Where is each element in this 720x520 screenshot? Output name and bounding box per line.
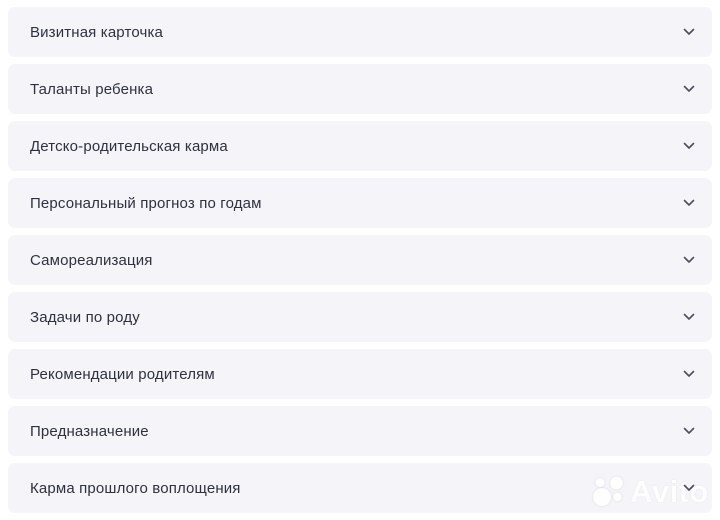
chevron-down-icon [682, 25, 696, 39]
accordion-item-label: Рекомендации родителям [30, 365, 215, 383]
accordion-item-label: Самореализация [30, 251, 153, 269]
accordion-item-child-parent-karma[interactable]: Детско-родительская карма [8, 121, 712, 171]
chevron-down-icon [682, 367, 696, 381]
chevron-down-icon [682, 139, 696, 153]
accordion-item-personal-yearly-forecast[interactable]: Персональный прогноз по годам [8, 178, 712, 228]
accordion-item-past-incarnation-karma[interactable]: Карма прошлого воплощения Avito [8, 463, 712, 513]
accordion-item-label: Предназначение [30, 422, 149, 440]
accordion-item-life-purpose[interactable]: Предназначение [8, 406, 712, 456]
accordion-item-label: Карма прошлого воплощения [30, 479, 241, 497]
chevron-down-icon [682, 424, 696, 438]
accordion-item-self-realization[interactable]: Самореализация [8, 235, 712, 285]
accordion-item-label: Таланты ребенка [30, 80, 154, 98]
chevron-down-icon [682, 481, 696, 495]
accordion-item-label: Визитная карточка [30, 23, 163, 41]
accordion-item-parent-recommendations[interactable]: Рекомендации родителям [8, 349, 712, 399]
chevron-down-icon [682, 253, 696, 267]
accordion-item-label: Задачи по роду [30, 308, 140, 326]
chevron-down-icon [682, 196, 696, 210]
avito-logo-icon [593, 476, 624, 506]
accordion-item-business-card[interactable]: Визитная карточка [8, 7, 712, 57]
accordion-item-family-line-tasks[interactable]: Задачи по роду [8, 292, 712, 342]
avito-watermark-text: Avito [630, 473, 709, 509]
chevron-down-icon [682, 310, 696, 324]
accordion-item-label: Детско-родительская карма [30, 137, 228, 155]
accordion-item-child-talents[interactable]: Таланты ребенка [8, 64, 712, 114]
chevron-down-icon [682, 82, 696, 96]
accordion-item-label: Персональный прогноз по годам [30, 194, 262, 212]
